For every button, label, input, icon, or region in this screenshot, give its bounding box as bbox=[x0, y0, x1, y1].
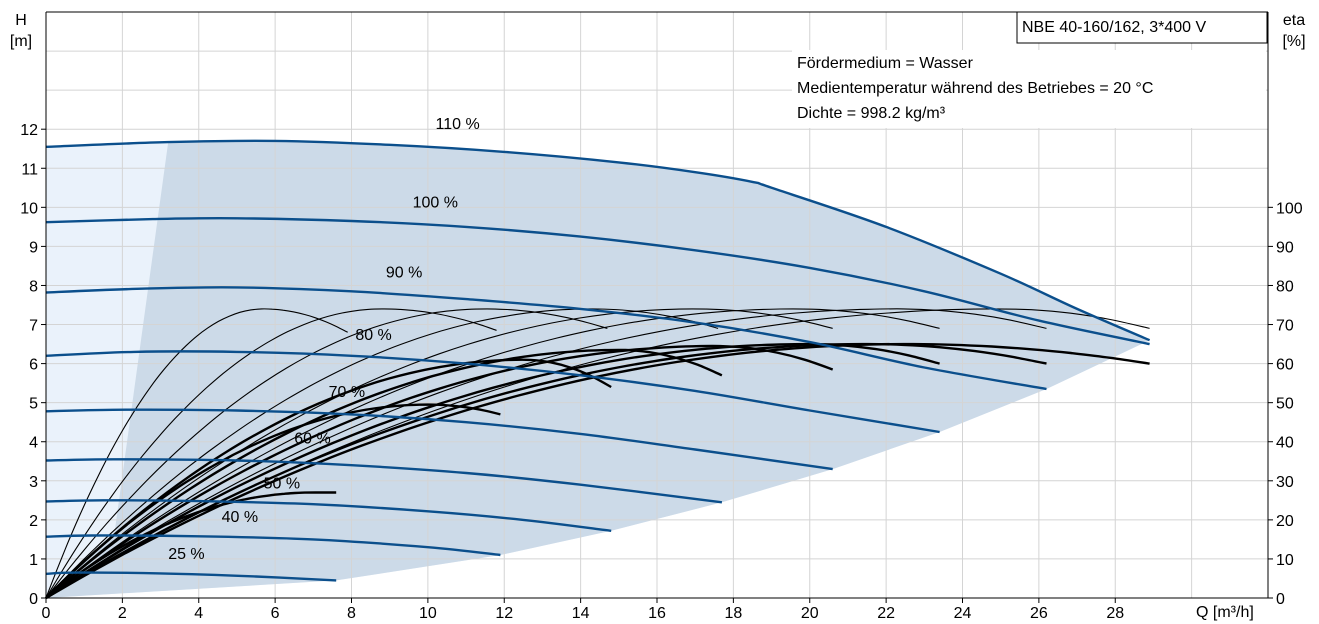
chart-title: NBE 40-160/162, 3*400 V bbox=[1022, 19, 1206, 36]
head-curve bbox=[45, 286, 1047, 391]
speed-curve-label: 100 % bbox=[413, 194, 458, 211]
y-left-unit: [m] bbox=[10, 33, 32, 50]
efficiency-curve bbox=[45, 308, 497, 599]
y-right-tick-label: 30 bbox=[1276, 474, 1294, 491]
speed-curve-label: 80 % bbox=[355, 327, 391, 344]
x-tick-label: 14 bbox=[572, 605, 590, 622]
y-right-tick-label: 40 bbox=[1276, 435, 1294, 452]
y-left-tick-label: 6 bbox=[29, 357, 38, 374]
efficiency-curve-bold bbox=[45, 344, 834, 599]
info-line-3: Dichte = 998.2 kg/m³ bbox=[797, 105, 946, 122]
x-tick-label: 2 bbox=[118, 605, 127, 622]
efficiency-curve-bold bbox=[45, 348, 723, 599]
operating-area bbox=[46, 140, 1150, 599]
x-tick-label: 6 bbox=[271, 605, 280, 622]
y-left-tick-label: 0 bbox=[29, 591, 38, 608]
efficiency-curves bbox=[45, 308, 1150, 600]
x-axis-label: Q [m³/h] bbox=[1196, 604, 1254, 621]
info-box: Fördermedium = Wasser Medientemperatur w… bbox=[792, 50, 1266, 128]
head-curve bbox=[45, 139, 1151, 342]
curve-labels: 110 % 100 % 90 % 80 % 70 % 60 % 50 % 40 % 25 % bbox=[168, 116, 480, 563]
y-left-tick-label: 7 bbox=[29, 318, 38, 335]
efficiency-curve bbox=[45, 308, 833, 599]
operating-area-fill bbox=[46, 140, 1150, 599]
head-curves bbox=[45, 139, 1151, 582]
x-tick-label: 28 bbox=[1106, 605, 1124, 622]
x-tick-label: 22 bbox=[877, 605, 895, 622]
head-curve bbox=[45, 571, 337, 582]
y-left-tick-label: 11 bbox=[21, 161, 38, 178]
y-right-label: eta bbox=[1283, 12, 1305, 29]
efficiency-curve bbox=[45, 308, 1047, 599]
speed-curve-label: 50 % bbox=[264, 476, 300, 493]
x-tick-label: 26 bbox=[1030, 605, 1048, 622]
y-right-tick-label: 20 bbox=[1276, 513, 1294, 530]
head-curve bbox=[45, 408, 833, 471]
y-left-label: H bbox=[15, 12, 27, 29]
y-left-tick-label: 4 bbox=[29, 435, 38, 452]
y-right-tick-label: 90 bbox=[1276, 239, 1294, 256]
head-curve bbox=[45, 216, 1150, 346]
x-tick-label: 4 bbox=[194, 605, 203, 622]
info-line-2: Medientemperatur während des Betriebes =… bbox=[797, 80, 1153, 97]
y-right-tick-label: 50 bbox=[1276, 396, 1294, 413]
y-left-tick-label: 1 bbox=[29, 552, 38, 569]
axes: 0 2 4 6 8 10 12 14 16 18 20 22 24 26 28012345678910111… bbox=[20, 11, 1303, 622]
x-tick-label: 0 bbox=[42, 605, 51, 622]
info-box-background bbox=[792, 50, 1266, 128]
x-tick-label: 12 bbox=[495, 605, 513, 622]
speed-curve-label: 40 % bbox=[222, 509, 258, 526]
title-box-frame bbox=[1016, 11, 1268, 44]
y-right-tick-label: 0 bbox=[1276, 591, 1285, 608]
head-curve bbox=[45, 350, 940, 434]
info-line-1: Fördermedium = Wasser bbox=[797, 55, 974, 72]
head-curve bbox=[45, 499, 612, 532]
title-box: NBE 40-160/162, 3*400 V bbox=[1016, 11, 1268, 44]
y-right-tick-label: 80 bbox=[1276, 278, 1294, 295]
speed-curve-label: 25 % bbox=[168, 546, 204, 563]
speed-curve-label: 70 % bbox=[329, 384, 365, 401]
efficiency-curve bbox=[45, 308, 608, 599]
x-tick-label: 24 bbox=[954, 605, 972, 622]
y-left-tick-label: 8 bbox=[29, 278, 38, 295]
head-curve bbox=[45, 534, 501, 557]
y-right-tick-label: 70 bbox=[1276, 318, 1294, 335]
speed-curve-label: 60 % bbox=[294, 431, 330, 448]
y-left-tick-label: 9 bbox=[29, 239, 38, 256]
y-right-tick-label: 10 bbox=[1276, 552, 1294, 569]
y-left-tick-label: 10 bbox=[20, 200, 38, 217]
x-tick-label: 18 bbox=[724, 605, 742, 622]
y-right-tick-label: 60 bbox=[1276, 357, 1294, 374]
x-tick-label: 10 bbox=[419, 605, 437, 622]
y-right-tick-label: 100 bbox=[1276, 200, 1303, 217]
efficiency-curve-bold bbox=[45, 342, 940, 600]
y-left-tick-label: 2 bbox=[29, 513, 38, 530]
efficiency-curve bbox=[45, 308, 719, 599]
x-tick-label: 16 bbox=[648, 605, 666, 622]
y-left-tick-label: 12 bbox=[20, 122, 38, 139]
y-left-tick-label: 3 bbox=[29, 474, 38, 491]
efficiency-curve bbox=[45, 308, 348, 599]
x-tick-label: 8 bbox=[347, 605, 356, 622]
efficiency-curve-bold bbox=[45, 358, 612, 599]
head-curve bbox=[45, 458, 723, 504]
y-right-unit: [%] bbox=[1282, 33, 1305, 50]
speed-curve-label: 90 % bbox=[386, 265, 422, 282]
speed-curve-label: 110 % bbox=[436, 116, 480, 133]
y-left-tick-label: 5 bbox=[29, 396, 38, 413]
x-tick-label: 20 bbox=[801, 605, 819, 622]
efficiency-curve bbox=[45, 308, 940, 599]
